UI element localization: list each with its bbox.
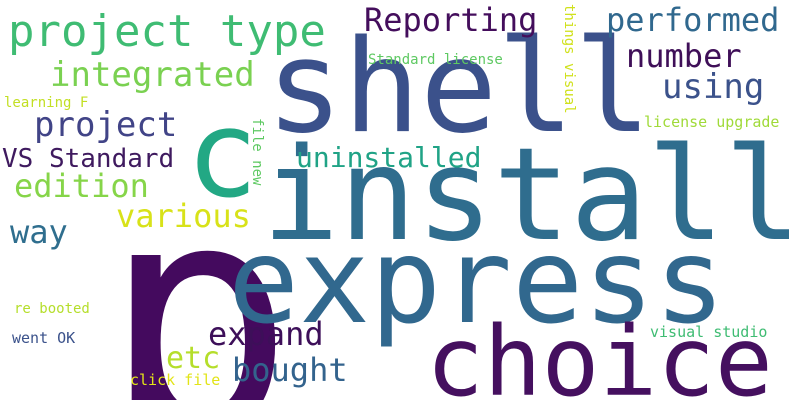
word-p: p bbox=[102, 134, 295, 400]
word-etc: etc bbox=[166, 341, 221, 376]
word-way: way bbox=[10, 213, 68, 251]
word-project-type: project type bbox=[8, 6, 326, 57]
word-install: install bbox=[262, 121, 800, 270]
word-edition: edition bbox=[14, 167, 149, 205]
word-choice: choice bbox=[426, 306, 773, 400]
word-learning-f: learning F bbox=[4, 95, 89, 111]
word-license-upgrade: license upgrade bbox=[644, 113, 780, 131]
word-integrated: integrated bbox=[50, 55, 255, 95]
word-went-ok: went OK bbox=[12, 329, 76, 347]
word-things-visual: things visual bbox=[561, 4, 577, 114]
word-vs-standard: VS Standard bbox=[2, 144, 175, 174]
word-standard-license: Standard license bbox=[368, 52, 503, 68]
word-re-booted: re booted bbox=[14, 301, 90, 317]
word-file-new: file new bbox=[249, 118, 265, 186]
word-express: express bbox=[228, 212, 726, 350]
word-expand: expand bbox=[208, 315, 324, 353]
word-using: using bbox=[662, 67, 765, 107]
word-various: various bbox=[116, 197, 251, 235]
word-bought: bought bbox=[232, 351, 348, 389]
word-project: project bbox=[34, 105, 178, 145]
word-number: number bbox=[626, 37, 742, 75]
word-performed: performed bbox=[606, 1, 780, 39]
word-visual-studio: visual studio bbox=[650, 323, 768, 341]
word-uninstalled: uninstalled bbox=[296, 141, 482, 174]
word-reporting: Reporting bbox=[364, 1, 538, 39]
word-c: c bbox=[186, 86, 259, 225]
word-shell: shell bbox=[266, 13, 652, 162]
word-click-file: click file bbox=[130, 371, 221, 389]
